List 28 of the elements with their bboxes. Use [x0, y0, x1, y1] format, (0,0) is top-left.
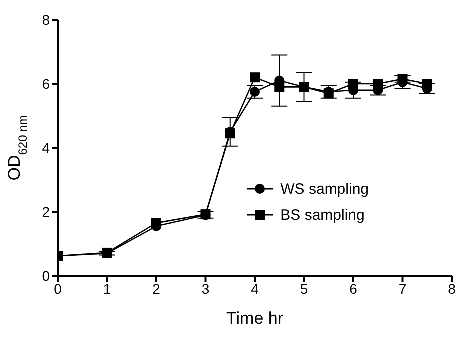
y-tick-label: 4 [42, 140, 50, 156]
point [373, 79, 384, 89]
y-tick-label: 2 [42, 204, 50, 220]
point [250, 72, 260, 83]
x-tick-label: 6 [350, 280, 358, 297]
point [152, 218, 162, 228]
x-axis-title: Time hr [226, 309, 284, 328]
x-tick-label: 7 [398, 280, 407, 297]
point [274, 82, 285, 92]
legend-label: WS sampling [280, 180, 369, 198]
point [102, 248, 112, 258]
y-tick-label: 6 [42, 76, 50, 92]
point [299, 82, 310, 92]
x-tick-label: 2 [152, 280, 161, 297]
x-tick-label: 1 [103, 280, 112, 297]
point [200, 210, 211, 220]
x-tick-label: 8 [448, 280, 456, 297]
y-tick-label: 8 [42, 12, 50, 28]
point [348, 79, 358, 89]
x-tick-label: 3 [202, 280, 210, 297]
x-tick-label: 5 [300, 280, 308, 297]
point [250, 87, 260, 97]
legend-label: BS sampling [280, 206, 365, 224]
x-tick-label: 4 [251, 280, 260, 297]
point [422, 79, 432, 89]
y-tick-label: 0 [42, 268, 50, 284]
x-tick-label: 0 [54, 280, 62, 297]
point [398, 74, 408, 84]
